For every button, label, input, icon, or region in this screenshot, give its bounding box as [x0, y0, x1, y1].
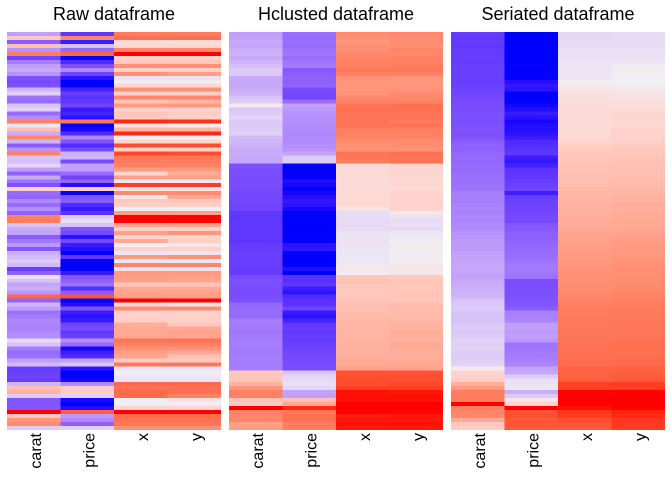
svg-text:price: price [81, 433, 98, 468]
svg-text:y: y [410, 433, 427, 441]
svg-text:x: x [357, 433, 374, 441]
svg-text:price: price [525, 433, 542, 468]
svg-text:x: x [135, 433, 152, 441]
svg-text:carat: carat [250, 432, 267, 468]
svg-text:y: y [632, 433, 649, 441]
svg-text:x: x [579, 433, 596, 441]
svg-text:carat: carat [28, 432, 45, 468]
svg-text:carat: carat [472, 432, 489, 468]
svg-text:price: price [303, 433, 320, 468]
svg-text:y: y [188, 433, 205, 441]
